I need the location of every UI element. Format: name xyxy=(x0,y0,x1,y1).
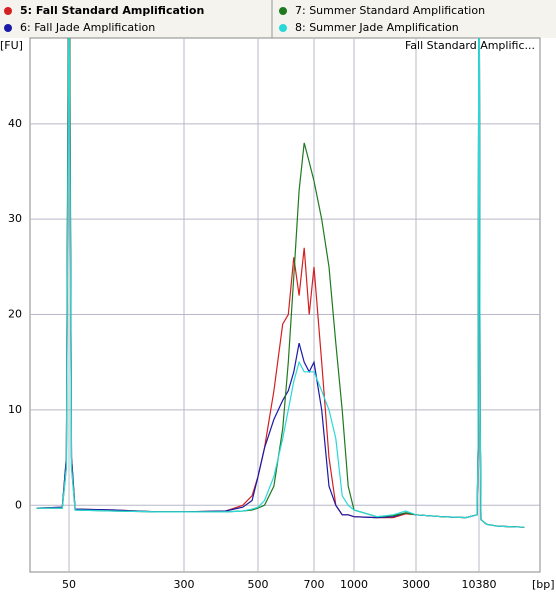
x-tick-label: 10380 xyxy=(462,578,497,591)
chart-title: Fall Standard Amplific... xyxy=(405,39,535,52)
y-tick-label: 20 xyxy=(8,308,22,321)
legend-panel xyxy=(0,0,556,38)
legend-label: 8: Summer Jade Amplification xyxy=(295,21,459,34)
x-tick-label: 50 xyxy=(62,578,76,591)
x-tick-label: 700 xyxy=(304,578,325,591)
x-tick-label: 3000 xyxy=(402,578,430,591)
x-tick-label: 1000 xyxy=(340,578,368,591)
legend-marker xyxy=(279,24,287,32)
series-line xyxy=(36,38,525,528)
y-axis-label: [FU] xyxy=(0,39,23,52)
plot-area xyxy=(29,37,541,573)
y-tick-label: 0 xyxy=(15,498,22,511)
x-axis-label: [bp] xyxy=(532,578,555,591)
legend: 5: Fall Standard Amplification 6: Fall Ja… xyxy=(4,4,485,34)
series-lines xyxy=(36,38,525,528)
y-tick-label: 40 xyxy=(8,117,22,130)
legend-label: 5: Fall Standard Amplification xyxy=(20,4,204,17)
grid: 0 10 20 30 40 50 300 500 700 1000 3000 10380 xyxy=(8,38,540,591)
legend-marker xyxy=(4,24,12,32)
legend-marker xyxy=(279,7,287,15)
legend-marker xyxy=(4,7,12,15)
legend-label: 7: Summer Standard Amplification xyxy=(295,4,485,17)
x-tick-label: 500 xyxy=(248,578,269,591)
y-tick-label: 10 xyxy=(8,403,22,416)
legend-label: 6: Fall Jade Amplification xyxy=(20,21,155,34)
x-tick-label: 300 xyxy=(174,578,195,591)
y-tick-label: 30 xyxy=(8,212,22,225)
